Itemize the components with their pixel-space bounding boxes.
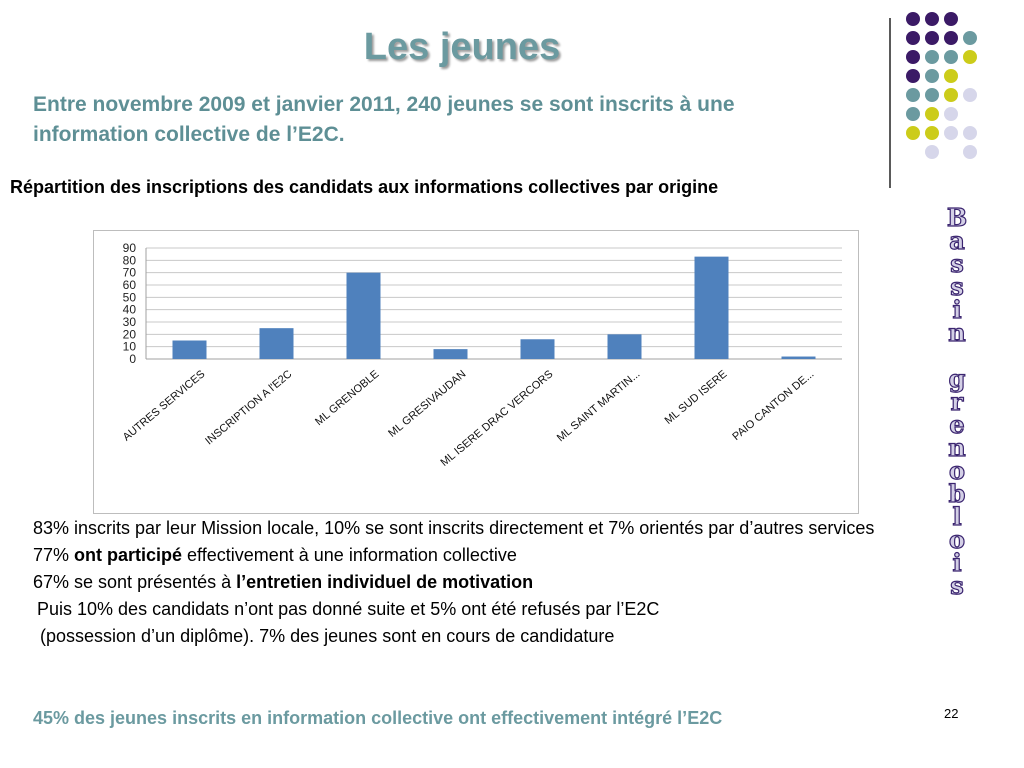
decor-dot <box>963 31 977 45</box>
vertical-letter: e <box>949 410 965 439</box>
x-tick-label: PAIO CANTON DE... <box>730 368 816 443</box>
page-number: 22 <box>944 706 959 721</box>
x-tick-label: ML SAINT MARTIN... <box>555 368 643 444</box>
vertical-letter: b <box>948 479 966 508</box>
decor-dot <box>963 88 977 102</box>
decor-dot <box>906 12 920 26</box>
vertical-letter: l <box>952 502 962 531</box>
decor-dot <box>963 126 977 140</box>
paragraph-2: 77% ont participé effectivement à une in… <box>33 542 913 569</box>
decor-dot <box>906 69 920 83</box>
y-tick-label: 30 <box>123 315 137 329</box>
decor-dot <box>944 12 958 26</box>
bar <box>607 334 642 359</box>
decor-dot <box>906 50 920 64</box>
bar <box>781 356 816 359</box>
x-tick-label: INSCRIPTION A l'E2C <box>203 368 294 447</box>
vertical-letter: n <box>948 318 967 347</box>
y-tick-label: 20 <box>123 327 137 341</box>
body-text: 83% inscrits par leur Mission locale, 10… <box>33 515 913 650</box>
vertical-letter: i <box>952 548 962 577</box>
paragraph-5-text: (possession d’un diplôme). 7% des jeunes… <box>40 626 615 646</box>
decor-dot <box>925 31 939 45</box>
decor-dot <box>925 12 939 26</box>
decor-dot <box>944 69 958 83</box>
vertical-letter: B <box>946 203 968 232</box>
bar <box>172 340 207 359</box>
decor-dot <box>944 126 958 140</box>
paragraph-2-bold: ont participé <box>74 545 183 565</box>
decor-dot <box>925 50 939 64</box>
decor-dot <box>906 31 920 45</box>
vertical-letter: n <box>948 433 967 462</box>
paragraph-1: 83% inscrits par leur Mission locale, 10… <box>33 515 913 542</box>
y-tick-label: 50 <box>123 290 137 304</box>
paragraph-5: (possession d’un diplôme). 7% des jeunes… <box>33 623 913 650</box>
decor-dot <box>944 107 958 121</box>
vertical-letter: g <box>948 364 966 393</box>
decor-dot <box>925 69 939 83</box>
chart-frame: 0 10 20 30 40 50 60 70 80 90 AUTRES SERVICES INSCRI… <box>93 230 859 514</box>
x-tick-label: ML SUD ISERE <box>663 368 730 427</box>
decor-dot <box>906 107 920 121</box>
decor-dot <box>906 88 920 102</box>
bar <box>346 272 381 359</box>
vertical-letter: o <box>948 525 965 554</box>
vertical-letter: a <box>949 226 966 255</box>
y-tick-label: 0 <box>129 352 136 366</box>
paragraph-1-text: 83% inscrits par leur Mission locale, 10… <box>33 518 875 538</box>
decor-dot <box>925 88 939 102</box>
vertical-letter: o <box>948 456 965 485</box>
paragraph-3-text: 67% se sont présentés à <box>33 572 237 592</box>
y-tick-label: 90 <box>123 241 137 255</box>
decor-dot <box>944 88 958 102</box>
bar <box>694 256 729 359</box>
intro-text: Entre novembre 2009 et janvier 2011, 240… <box>33 93 735 146</box>
x-tick-label: ML GRESIVAUDAN <box>386 368 468 440</box>
bar <box>259 328 294 359</box>
vertical-letter: s <box>950 272 965 301</box>
paragraph-2-text: 77% <box>33 545 75 565</box>
paragraph-2-tail: effectivement à une information collecti… <box>182 545 517 565</box>
decor-dot <box>925 145 939 159</box>
vertical-letter: r <box>950 387 964 416</box>
decor-dot <box>906 126 920 140</box>
decor-dot <box>925 126 939 140</box>
y-tick-label: 40 <box>123 303 137 317</box>
divider-line <box>889 18 891 188</box>
decor-dot <box>963 145 977 159</box>
vertical-letter: s <box>950 249 965 278</box>
decor-dot <box>944 31 958 45</box>
slide-title: Les jeunes <box>363 26 561 68</box>
decor-dot <box>925 107 939 121</box>
paragraph-4: Puis 10% des candidats n’ont pas donné s… <box>33 596 913 623</box>
x-tick-label: ML GRENOBLE <box>313 368 381 428</box>
y-tick-label: 10 <box>123 340 137 354</box>
decor-dot <box>963 50 977 64</box>
paragraph-3: 67% se sont présentés à l’entretien indi… <box>33 569 913 596</box>
y-tick-label: 60 <box>123 278 137 292</box>
bar <box>433 349 468 359</box>
paragraph-3-bold: l’entretien individuel de motivation <box>236 572 534 592</box>
y-tick-label: 70 <box>123 266 137 280</box>
paragraph-4-text: Puis 10% des candidats n’ont pas donné s… <box>37 599 660 619</box>
decor-dot <box>944 50 958 64</box>
vertical-letter: s <box>950 571 965 600</box>
bar <box>520 339 555 359</box>
chart-heading: Répartition des inscriptions des candida… <box>10 177 719 197</box>
decorative-dot-grid <box>906 12 1024 172</box>
footer-summary: 45% des jeunes inscrits en information c… <box>33 708 723 728</box>
y-tick-label: 80 <box>123 253 137 267</box>
vertical-letter: i <box>952 295 962 324</box>
x-tick-label: AUTRES SERVICES <box>121 368 208 443</box>
